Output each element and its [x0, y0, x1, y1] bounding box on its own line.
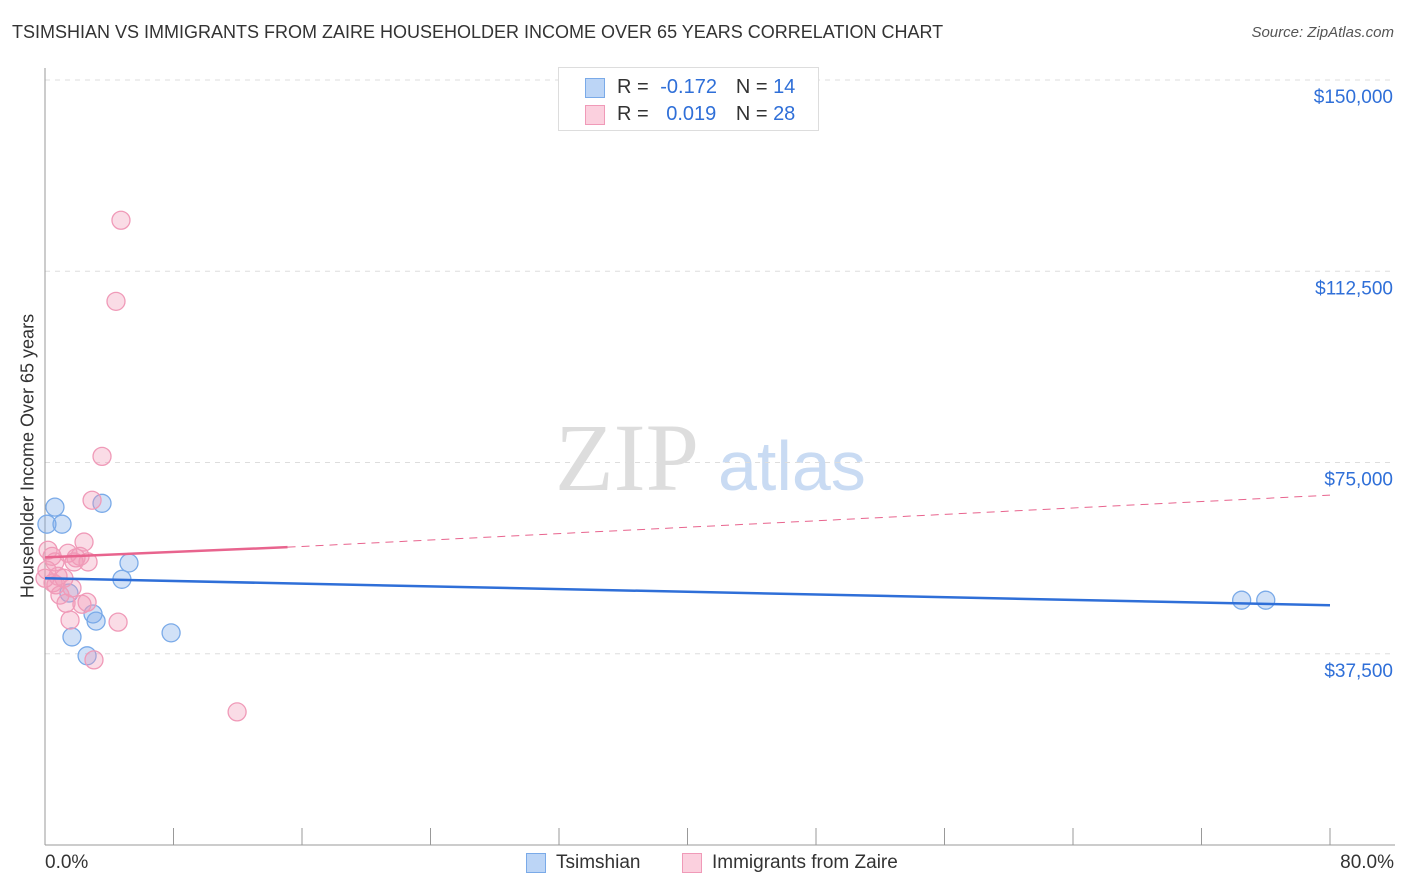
legend-row-tsimshian: R = -0.172 N = 14	[585, 74, 795, 100]
tsimshian-swatch	[585, 77, 605, 98]
trendline-zaire-extrapolated	[287, 494, 1331, 548]
point-tsimshian	[62, 627, 82, 647]
point-zaire	[77, 592, 97, 612]
watermark-atlas: atlas	[718, 427, 866, 505]
trendline-zaire	[44, 545, 288, 559]
bottom-legend-zaire: Immigrants from Zaire	[682, 852, 898, 874]
point-tsimshian	[52, 514, 72, 534]
x-tick-max: 80.0%	[1340, 852, 1394, 873]
point-zaire	[78, 552, 98, 572]
point-tsimshian	[119, 553, 139, 573]
legend-row-zaire: R = 0.019 N = 28	[585, 101, 795, 127]
point-tsimshian	[86, 611, 106, 631]
zaire-swatch	[585, 104, 605, 125]
trendline-tsimshian	[44, 577, 1331, 607]
y-tick-label: $75,000	[1324, 470, 1393, 491]
point-zaire	[227, 702, 247, 722]
point-zaire	[46, 575, 66, 595]
point-zaire	[111, 210, 131, 230]
point-tsimshian	[1232, 590, 1252, 610]
watermark-zip: ZIP	[555, 404, 699, 511]
bottom-legend-tsimshian: Tsimshian	[526, 852, 640, 874]
point-zaire	[108, 612, 128, 632]
r-label: R =	[617, 103, 649, 125]
n-label: N =	[735, 103, 768, 125]
point-tsimshian	[161, 623, 181, 643]
point-zaire	[84, 650, 104, 670]
y-tick-label: $112,500	[1315, 278, 1393, 299]
legend-label: Immigrants from Zaire	[712, 852, 898, 873]
point-tsimshian	[1256, 590, 1276, 610]
r-value: -0.172	[660, 76, 717, 98]
n-value: 28	[773, 103, 796, 125]
y-tick-label: $37,500	[1324, 661, 1393, 682]
point-zaire	[66, 548, 86, 568]
x-tick-min: 0.0%	[45, 852, 89, 873]
point-zaire	[74, 532, 94, 552]
source-label: Source: ZipAtlas.com	[1251, 24, 1394, 41]
point-tsimshian	[37, 514, 57, 534]
stats-legend: R = -0.172 N = 14 R = 0.019 N = 28	[558, 67, 819, 131]
point-zaire	[82, 490, 102, 510]
legend-label: Tsimshian	[556, 852, 641, 873]
y-axis-label: Householder Income Over 65 years	[17, 313, 38, 599]
point-zaire	[56, 593, 76, 613]
chart-title: TSIMSHIAN VS IMMIGRANTS FROM ZAIRE HOUSE…	[12, 22, 944, 42]
n-label: N =	[735, 76, 768, 98]
y-tick-label: $150,000	[1314, 87, 1393, 108]
point-zaire	[60, 610, 80, 630]
r-value: 0.019	[666, 103, 717, 125]
point-zaire	[92, 446, 112, 467]
r-label: R =	[617, 76, 649, 98]
point-tsimshian	[45, 497, 65, 517]
point-zaire	[106, 291, 126, 311]
n-value: 14	[773, 76, 796, 98]
